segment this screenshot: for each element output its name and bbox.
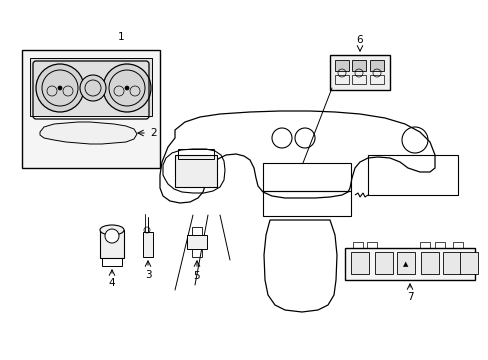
Bar	[192, 249, 202, 257]
Text: 4: 4	[108, 278, 115, 288]
Bar	[367, 155, 457, 195]
Circle shape	[58, 86, 62, 90]
Bar	[369, 60, 383, 71]
Bar	[263, 163, 350, 191]
Bar	[420, 252, 438, 274]
Ellipse shape	[100, 225, 124, 235]
Circle shape	[105, 229, 119, 243]
Bar	[351, 75, 365, 84]
Bar	[351, 60, 365, 71]
Bar	[419, 242, 429, 248]
Bar	[442, 252, 460, 274]
Text: 7: 7	[406, 292, 412, 302]
Bar	[374, 252, 392, 274]
Bar	[192, 227, 202, 235]
Text: 3: 3	[144, 270, 151, 280]
Circle shape	[36, 64, 84, 112]
Bar	[334, 60, 348, 71]
Text: ▲: ▲	[403, 261, 408, 267]
Bar	[366, 242, 376, 248]
Bar	[175, 155, 217, 187]
Bar	[102, 258, 122, 266]
Text: 2: 2	[150, 128, 156, 138]
Bar	[396, 252, 414, 274]
Circle shape	[125, 86, 129, 90]
Bar	[369, 75, 383, 84]
Bar	[352, 242, 362, 248]
Circle shape	[103, 64, 151, 112]
Bar	[30, 58, 152, 116]
Bar	[345, 248, 474, 280]
Bar	[186, 235, 206, 249]
Polygon shape	[40, 122, 137, 144]
Bar	[178, 149, 214, 159]
Bar	[350, 252, 368, 274]
Bar	[459, 252, 477, 274]
Bar	[100, 230, 124, 258]
Bar	[434, 242, 444, 248]
Bar	[263, 191, 350, 216]
Text: 5: 5	[193, 271, 200, 281]
Bar	[329, 55, 389, 90]
Bar	[22, 50, 160, 168]
Text: 1: 1	[118, 32, 124, 42]
Bar	[452, 242, 462, 248]
Bar	[142, 232, 153, 257]
Text: 6: 6	[356, 35, 363, 45]
Circle shape	[80, 75, 106, 101]
Bar	[334, 75, 348, 84]
